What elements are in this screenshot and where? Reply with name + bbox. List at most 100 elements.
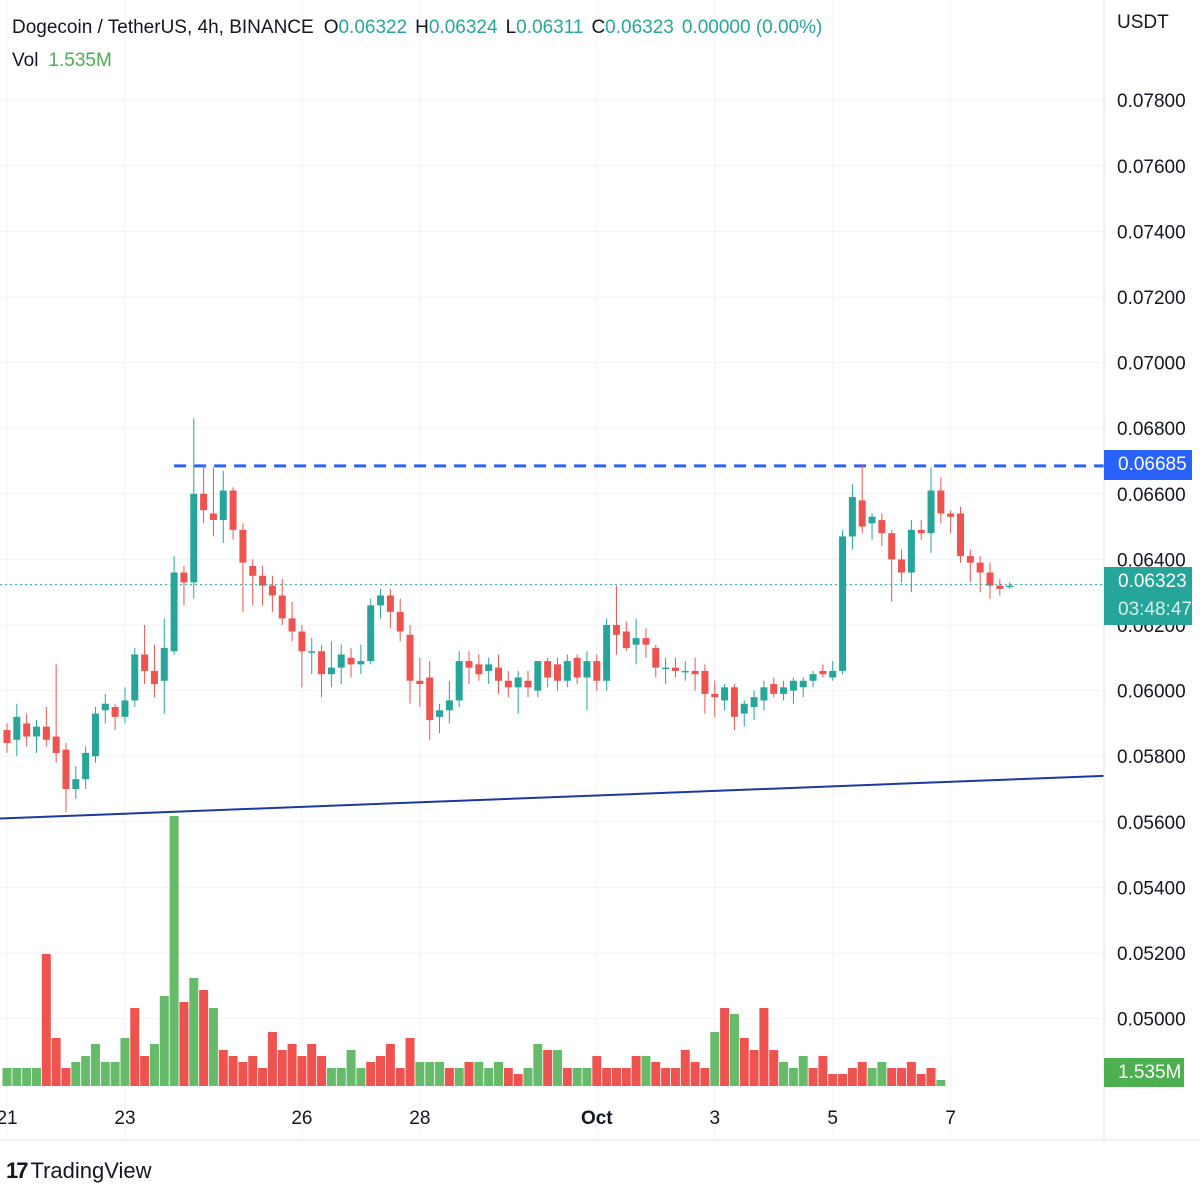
price-tick-label: 0.06600 [1117,485,1186,506]
support-trendline [0,774,1105,820]
volume-bar [631,1056,641,1086]
high-value: 0.06324 [428,17,498,38]
candle-body [553,664,561,681]
volume-bar [906,1062,916,1086]
tradingview-logo-icon: 17 [6,1158,29,1183]
candle-body [996,585,1004,589]
volume-bar [81,1056,91,1086]
candle-body [573,657,581,678]
symbol-title[interactable]: Dogecoin / TetherUS, 4h, BINANCE [12,17,314,38]
volume-bar [267,1032,277,1086]
candle-body [612,625,620,635]
candle-body [327,667,335,675]
candle-body [740,703,748,714]
time-tick-label: 21 [0,1108,18,1129]
candle-body [32,726,40,737]
volume-bar [798,1056,808,1086]
candle-body [13,716,21,740]
candle-body [642,638,650,645]
change-value: 0.00000 (0.00%) [681,17,823,38]
candle-body [131,654,139,701]
volume-bar [582,1068,592,1086]
candle-body [42,726,50,740]
price-tick-label: 0.05000 [1117,1010,1186,1031]
volume-bar [454,1068,464,1086]
candle-body [268,585,276,596]
resistance-price-badge: 0.06685 [1104,450,1192,480]
volume-bar [189,978,199,1086]
volume-bar [788,1068,798,1086]
candle-body [347,657,355,665]
candle-body [219,490,227,521]
volume-bar [366,1062,376,1086]
candle-body [957,513,965,557]
volume-bar [179,1002,189,1086]
axis-unit[interactable]: USDT [1117,12,1169,33]
volume-bar [847,1068,857,1086]
low-label: L [505,17,517,38]
volume-bar [936,1080,946,1086]
volume-bar [31,1068,41,1086]
volume-bar [90,1044,100,1086]
volume-bar [513,1074,523,1086]
volume-bars [2,816,946,1086]
support-line [0,774,1105,820]
time-tick-label: 5 [827,1108,838,1129]
volume-bar [326,1068,336,1086]
volume-bar [818,1056,828,1086]
candle-body [514,677,522,688]
volume-bar [218,1050,228,1086]
candle-body [730,687,738,717]
volume-bar [808,1068,818,1086]
volume-bar [140,1056,150,1086]
volume-bar [828,1074,838,1086]
ohlc-legend: Dogecoin / TetherUS, 4h, BINANCE O0.06322… [12,17,830,39]
volume-bar [385,1044,395,1086]
volume-bar [395,1068,405,1086]
candle-body [288,618,296,632]
candle-body [3,729,11,744]
candle-body [760,687,768,701]
candle-body [249,565,257,576]
candle-body [416,680,424,685]
volume-bar [405,1038,415,1086]
candle-body [367,605,375,662]
volume-bar [916,1074,926,1086]
candle-body [858,500,866,527]
volume-bar [376,1056,386,1086]
candle-body [436,710,444,717]
tradingview-logo[interactable]: 17 TradingView [6,1158,152,1184]
volume-bar [297,1056,307,1086]
candle-body [141,654,149,671]
candle-body [495,667,502,681]
candle-body [504,680,512,688]
candle-body [52,736,60,753]
candle-body [170,572,178,652]
candle-body [652,647,660,668]
candle-body [917,529,925,534]
time-tick-label: 26 [291,1108,312,1129]
volume-bar [661,1068,671,1086]
volume-bar [71,1062,81,1086]
price-tick-label: 0.05200 [1117,944,1186,965]
volume-legend: Vol 1.535M [12,50,112,72]
candle-body [721,687,729,701]
volume-bar [759,1008,769,1086]
candle-body [976,562,984,573]
chart-grid [0,0,1104,1140]
volume-bar [680,1050,690,1086]
open-label: O [323,17,339,38]
volume-badge: 1.535M [1104,1058,1184,1087]
volume-bar [552,1050,562,1086]
candle-body [750,697,758,707]
price-tick-label: 0.06000 [1117,682,1186,703]
volume-bar [415,1062,425,1086]
candle-body [878,520,886,534]
price-tick-label: 0.05600 [1117,813,1186,834]
volume-bar [641,1056,651,1086]
volume-bar [238,1062,248,1086]
volume-bar [857,1062,867,1086]
candle-body [701,670,709,694]
candle-body [406,634,414,681]
